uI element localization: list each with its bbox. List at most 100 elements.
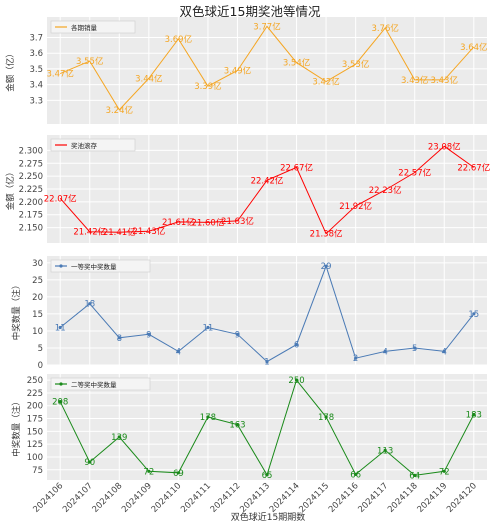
- second-prize-y-tick-label: 150: [27, 427, 43, 437]
- sales-data-label: 3.55亿: [76, 56, 103, 67]
- first-prize-data-point: [147, 332, 151, 336]
- first-prize-data-point: [206, 325, 210, 330]
- sales-data-label: 3.43亿: [431, 75, 458, 86]
- pool-data-label: 22.67亿: [280, 162, 313, 173]
- pool-data-label: 23.08亿: [428, 141, 461, 152]
- first-prize-data-label: 4: [382, 347, 387, 357]
- pool-y-axis-label: 金额（亿）: [5, 168, 16, 211]
- first-prize-data-point: [383, 349, 387, 353]
- figure-title: 双色球近15期奖池等情况: [180, 4, 321, 19]
- first-prize-data-label: 5: [412, 344, 417, 354]
- sales-data-label: 3.77亿: [253, 21, 280, 32]
- pool-y-tick-label: 2.150: [19, 224, 43, 234]
- sales-legend-label: 各期销量: [71, 23, 98, 32]
- pool-data-label: 21.41亿: [103, 227, 136, 238]
- second-prize-data-point: [294, 378, 299, 382]
- sales-y-tick-label: 3.7: [29, 33, 43, 43]
- first-prize-data-point: [58, 325, 62, 330]
- first-prize-data-label: 4: [442, 347, 447, 357]
- second-prize-data-label: 208: [52, 398, 68, 408]
- first-prize-y-tick-label: 0: [38, 361, 43, 371]
- first-prize-data-label: 6: [294, 341, 299, 351]
- second-prize-legend-marker: [59, 382, 63, 386]
- first-prize-data-point: [413, 346, 417, 350]
- first-prize-data-label: 29: [321, 262, 332, 272]
- first-prize-y-tick-label: 5: [38, 344, 43, 354]
- first-prize-subplot: 0 5 10 15 20 25 30 中奖数量（注） 11 18 8 9 4 11 9 1 6 29 2 4 5 4 15 一…: [11, 256, 487, 371]
- second-prize-data-point: [472, 412, 476, 417]
- second-prize-data-label: 250: [288, 376, 304, 386]
- pool-data-label: 21.63亿: [221, 216, 254, 227]
- second-prize-data-point: [442, 469, 446, 473]
- pool-subplot: 2.150 2.175 2.200 2.225 2.250 2.275 2.300 金额（亿）…: [5, 135, 490, 243]
- pool-data-label: 22.42亿: [251, 175, 284, 186]
- pool-data-label: 21.38亿: [310, 229, 343, 240]
- pool-data-label: 21.42亿: [73, 227, 106, 238]
- second-prize-data-label: 139: [111, 433, 127, 443]
- first-prize-data-label: 11: [203, 324, 214, 334]
- sales-data-label: 3.24亿: [106, 105, 133, 116]
- second-prize-y-tick-label: 100: [27, 453, 43, 463]
- second-prize-data-point: [383, 448, 387, 452]
- second-prize-y-tick-label: 125: [27, 440, 43, 450]
- first-prize-data-label: 4: [176, 347, 181, 357]
- second-prize-data-point: [354, 472, 358, 476]
- first-prize-data-point: [176, 349, 180, 353]
- sales-data-label: 3.39亿: [194, 81, 221, 92]
- pool-legend: 奖池滚存: [50, 138, 136, 152]
- second-prize-data-label: 72: [143, 467, 154, 477]
- sales-legend-box: [50, 20, 136, 34]
- second-prize-data-label: 178: [200, 413, 216, 423]
- pool-data-label: 21.60亿: [191, 217, 224, 228]
- pool-y-tick-label: 2.175: [19, 211, 43, 221]
- pool-legend-box: [50, 138, 136, 152]
- first-prize-legend-label: 一等奖中奖数量: [71, 262, 117, 271]
- first-prize-y-tick-label: 20: [32, 293, 43, 303]
- pool-data-label: 21.92亿: [339, 201, 372, 212]
- second-prize-data-point: [58, 400, 62, 404]
- second-prize-data-label: 178: [318, 413, 334, 423]
- sales-data-label: 3.43亿: [401, 75, 428, 86]
- sales-y-tick-label: 3.5: [29, 65, 43, 75]
- sales-y-tick-label: 3.3: [29, 96, 43, 106]
- sales-data-label: 3.42亿: [312, 77, 339, 88]
- first-prize-data-point: [472, 312, 476, 316]
- second-prize-data-label: 66: [350, 470, 361, 480]
- pool-y-tick-label: 2.300: [19, 146, 43, 156]
- sales-y-axis-label: 金额（亿）: [5, 49, 16, 92]
- first-prize-data-point: [354, 356, 358, 360]
- first-prize-data-label: 1: [264, 358, 269, 368]
- second-prize-data-point: [88, 460, 92, 464]
- second-prize-y-tick-label: 250: [27, 376, 43, 386]
- second-prize-data-label: 90: [84, 458, 95, 468]
- sales-data-label: 3.76亿: [371, 23, 398, 34]
- sales-legend: 各期销量: [50, 20, 136, 34]
- sales-data-label: 3.64亿: [460, 42, 487, 53]
- second-prize-data-point: [147, 469, 151, 473]
- sales-data-label: 3.54亿: [283, 58, 310, 69]
- second-prize-data-point: [235, 423, 240, 427]
- pool-y-tick-label: 2.200: [19, 198, 43, 208]
- second-prize-y-tick-label: 225: [27, 389, 43, 399]
- first-prize-data-label: 8: [117, 334, 122, 344]
- sales-y-tick-label: 3.4: [29, 81, 43, 91]
- sales-series-line: [60, 25, 475, 111]
- second-prize-data-label: 113: [377, 446, 393, 456]
- second-prize-y-axis-label: 中奖数量（注）: [11, 397, 22, 457]
- x-axis-label: 双色球近15期期数: [231, 511, 305, 523]
- first-prize-legend-box: [50, 259, 151, 273]
- first-prize-y-tick-label: 15: [32, 310, 43, 320]
- first-prize-data-point: [324, 264, 328, 268]
- second-prize-y-tick-label: 75: [32, 466, 43, 476]
- sales-data-label: 3.44亿: [135, 73, 162, 84]
- first-prize-data-label: 9: [235, 330, 240, 340]
- first-prize-data-point: [117, 336, 121, 340]
- second-prize-data-label: 64: [409, 471, 420, 481]
- first-prize-data-point: [88, 302, 92, 306]
- first-prize-y-tick-label: 25: [32, 276, 43, 286]
- first-prize-data-label: 9: [146, 330, 151, 340]
- first-prize-y-axis-label: 中奖数量（注）: [11, 281, 22, 341]
- first-prize-data-point: [265, 359, 269, 364]
